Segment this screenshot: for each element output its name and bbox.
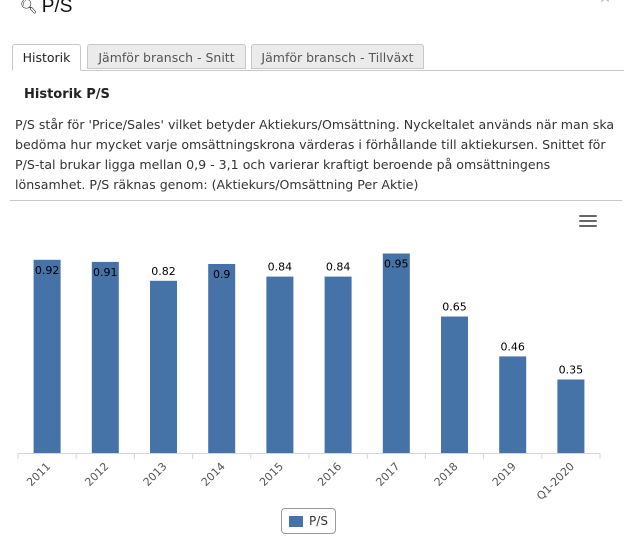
tab-jamfor-bransch-snitt[interactable]: Jämför bransch - Snitt bbox=[87, 44, 246, 69]
data-label-2013: 0.82 bbox=[151, 265, 176, 278]
data-label-2016: 0.84 bbox=[326, 261, 351, 274]
x-tick-label-2015: 2015 bbox=[257, 460, 286, 489]
x-tick-label-2018: 2018 bbox=[432, 460, 461, 489]
bar-2013[interactable] bbox=[150, 280, 177, 453]
page-title: P/S bbox=[41, 0, 73, 17]
bar-2018[interactable] bbox=[441, 316, 468, 454]
section-heading: Historik P/S bbox=[24, 87, 110, 102]
tab-bar: Historik Jämför bransch - Snitt Jämför b… bbox=[12, 44, 624, 71]
x-tick-label-2011: 2011 bbox=[24, 460, 53, 489]
search-icon: 🔍︎ bbox=[20, 0, 38, 15]
divider bbox=[10, 200, 622, 201]
bar-2019[interactable] bbox=[499, 356, 527, 453]
title-row: 🔍︎ P/S bbox=[20, 0, 72, 20]
bar-2015[interactable] bbox=[266, 276, 294, 453]
x-tick-label-2014: 2014 bbox=[199, 460, 228, 489]
data-label-2012: 0.91 bbox=[93, 266, 118, 279]
data-label-2019: 0.46 bbox=[500, 340, 525, 353]
x-tick-label-2013: 2013 bbox=[141, 460, 170, 489]
data-label-Q1-2020: 0.35 bbox=[559, 364, 584, 377]
bar-2014[interactable] bbox=[208, 264, 236, 453]
tab-historik[interactable]: Historik bbox=[12, 44, 81, 71]
bar-2012[interactable] bbox=[91, 261, 119, 453]
data-label-2018: 0.65 bbox=[442, 301, 467, 314]
bar-Q1-2020[interactable] bbox=[557, 379, 585, 454]
data-label-2014: 0.9 bbox=[213, 268, 231, 281]
x-tick-label-2019: 2019 bbox=[490, 460, 519, 489]
chart-legend[interactable]: P/S bbox=[281, 508, 336, 534]
bar-2016[interactable] bbox=[324, 276, 352, 453]
x-tick-label-2012: 2012 bbox=[82, 460, 111, 489]
data-label-2011: 0.92 bbox=[35, 264, 60, 277]
bar-2017[interactable] bbox=[382, 253, 410, 454]
x-tick-label-2016: 2016 bbox=[315, 460, 344, 489]
ps-bar-chart: 0.92 2011 0.91 2012 0.82 2013 0.9 2014 0.84 2015 0… bbox=[17, 253, 601, 503]
hamburger-menu-icon[interactable] bbox=[579, 215, 597, 229]
description-text: P/S står för 'Price/Sales' vilket betyde… bbox=[15, 117, 615, 192]
legend-label: P/S bbox=[309, 514, 328, 528]
x-tick-label-2017: 2017 bbox=[373, 460, 402, 489]
data-label-2015: 0.84 bbox=[268, 261, 293, 274]
bar-2011[interactable] bbox=[33, 259, 61, 453]
close-icon[interactable]: ✕ bbox=[599, 0, 611, 7]
data-label-2017: 0.95 bbox=[384, 258, 409, 271]
tab-jamfor-bransch-tillvaxt[interactable]: Jämför bransch - Tillväxt bbox=[251, 44, 424, 69]
x-tick-label-Q1-2020: Q1-2020 bbox=[534, 460, 577, 503]
legend-swatch bbox=[289, 515, 304, 527]
